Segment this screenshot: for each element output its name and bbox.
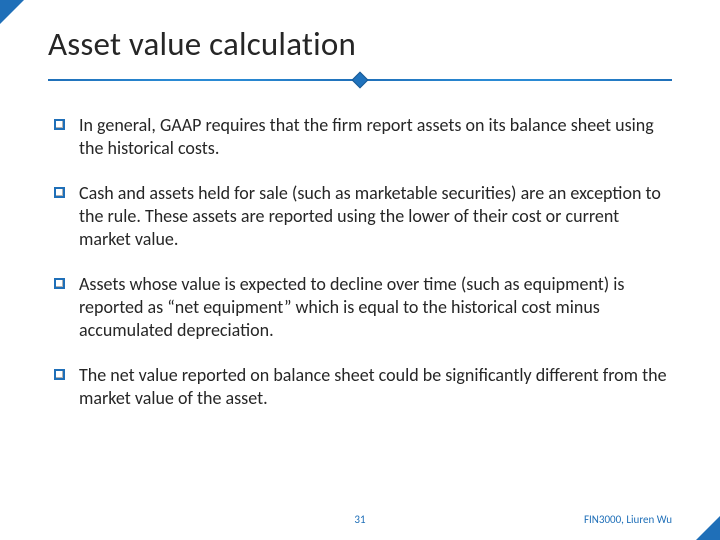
slide-title: Asset value calculation — [48, 24, 672, 64]
bullet-square-icon — [54, 278, 65, 289]
separator-line-left — [48, 79, 360, 81]
bullet-text: Cash and assets held for sale (such as m… — [79, 182, 672, 251]
list-item: Cash and assets held for sale (such as m… — [54, 182, 672, 251]
title-separator — [48, 74, 672, 86]
bullet-square-icon — [54, 119, 65, 130]
bullet-list: In general, GAAP requires that the firm … — [48, 114, 672, 410]
list-item: The net value reported on balance sheet … — [54, 364, 672, 410]
slide-footer: 31 FIN3000, Liuren Wu — [0, 513, 720, 526]
slide-content: Asset value calculation In general, GAAP… — [0, 0, 720, 540]
bullet-text: In general, GAAP requires that the firm … — [79, 114, 672, 160]
course-label: FIN3000, Liuren Wu — [584, 513, 672, 526]
bullet-square-icon — [54, 187, 65, 198]
corner-accent-bottom-right — [696, 516, 720, 540]
list-item: In general, GAAP requires that the firm … — [54, 114, 672, 160]
bullet-text: Assets whose value is expected to declin… — [79, 273, 672, 342]
corner-accent-top-left — [0, 0, 24, 24]
page-number: 31 — [354, 513, 365, 526]
bullet-text: The net value reported on balance sheet … — [79, 364, 672, 410]
bullet-square-icon — [54, 369, 65, 380]
separator-line-right — [360, 79, 672, 81]
list-item: Assets whose value is expected to declin… — [54, 273, 672, 342]
separator-diamond — [352, 72, 369, 89]
